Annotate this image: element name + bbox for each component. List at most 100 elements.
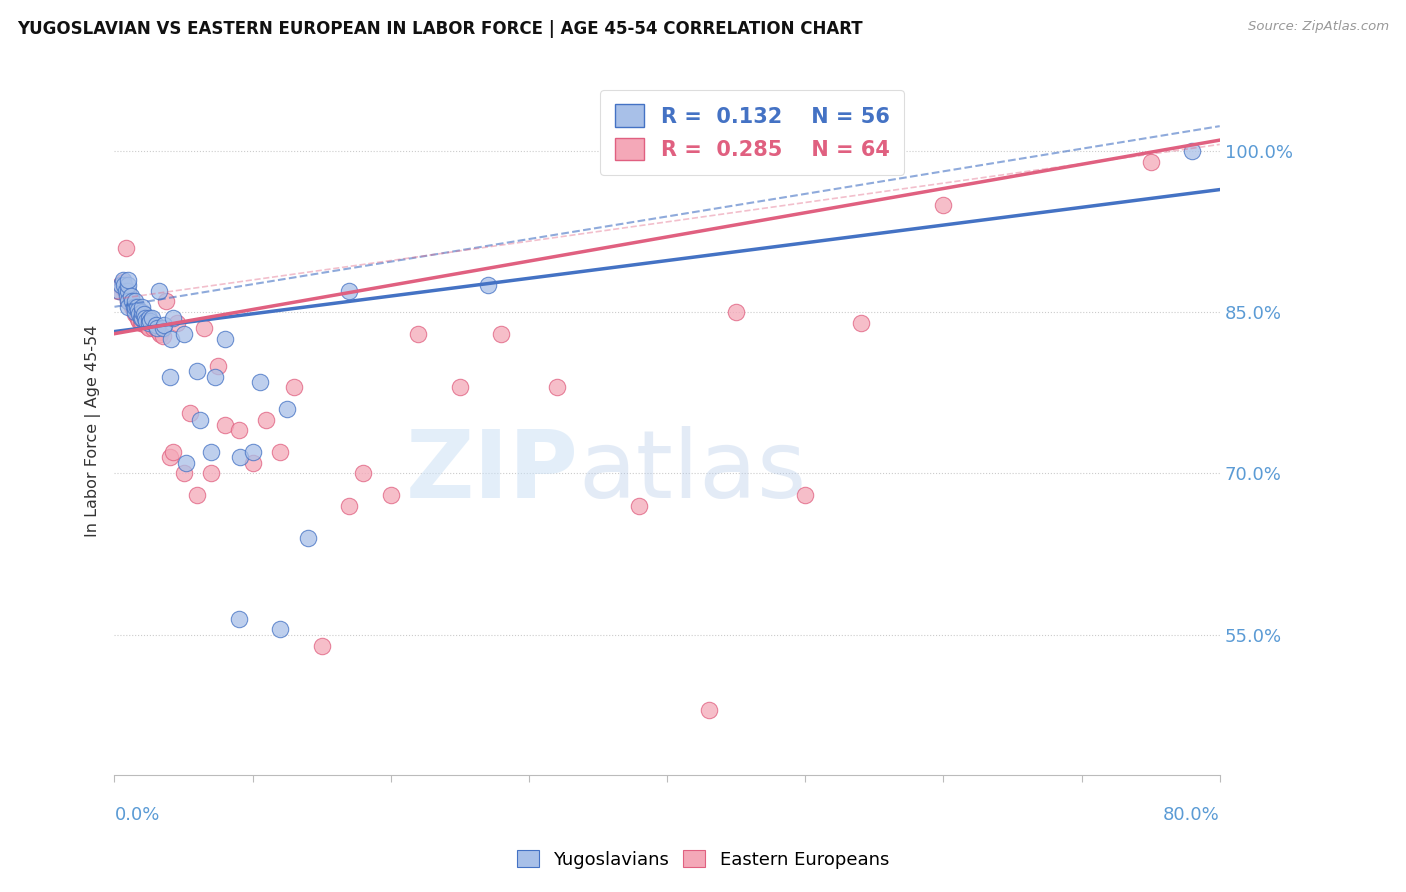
Text: 80.0%: 80.0% [1163,805,1220,823]
Point [697,703,720,717]
Point [117,294,139,309]
Point [134,310,156,325]
Point [117,273,139,287]
Point [145,318,167,332]
Point [131,307,153,321]
Point [138,316,160,330]
Point [139,314,162,328]
Point [131,316,153,330]
Point [132,307,155,321]
Point [115,285,138,300]
Point [229,450,252,465]
Point [131,300,153,314]
Point [124,305,146,319]
Point [125,300,148,314]
Point [131,310,153,325]
Point [118,293,141,307]
Point [127,303,149,318]
Point [159,450,181,465]
Point [160,332,183,346]
Point [107,284,129,298]
Point [256,413,278,427]
Point [153,318,176,332]
Point [112,281,135,295]
Point [124,307,146,321]
Point [228,424,250,438]
Point [173,326,195,341]
Point [228,612,250,626]
Point [186,364,208,378]
Point [121,300,143,314]
Point [128,307,150,321]
Point [249,375,271,389]
Point [155,294,177,309]
Point [148,325,170,339]
Point [449,380,471,394]
Point [138,321,160,335]
Point [124,294,146,309]
Point [139,316,162,330]
Point [114,241,136,255]
Point [111,273,134,287]
Point [725,305,748,319]
Point [141,310,163,325]
Point [337,284,360,298]
Point [932,197,955,211]
Point [135,318,157,332]
Point [794,488,817,502]
Point [269,445,291,459]
Point [107,284,129,298]
Point [242,445,264,459]
Point [108,278,131,293]
Point [173,467,195,481]
Text: ZIP: ZIP [406,425,579,517]
Point [352,467,374,481]
Point [297,531,319,545]
Point [120,296,142,310]
Point [117,289,139,303]
Point [283,380,305,394]
Point [311,639,333,653]
Point [117,300,139,314]
Text: 0.0%: 0.0% [114,805,160,823]
Legend: Yugoslavians, Eastern Europeans: Yugoslavians, Eastern Europeans [510,843,896,876]
Text: YUGOSLAVIAN VS EASTERN EUROPEAN IN LABOR FORCE | AGE 45-54 CORRELATION CHART: YUGOSLAVIAN VS EASTERN EUROPEAN IN LABOR… [17,20,862,37]
Point [152,328,174,343]
Point [269,623,291,637]
Point [491,326,513,341]
Point [142,321,165,335]
Point [159,369,181,384]
Point [477,278,499,293]
Point [188,413,211,427]
Point [122,303,145,318]
Point [207,359,229,373]
Point [117,294,139,309]
Text: Source: ZipAtlas.com: Source: ZipAtlas.com [1249,20,1389,33]
Point [125,310,148,324]
Point [128,314,150,328]
Point [146,321,169,335]
Point [120,289,142,303]
Point [162,445,184,459]
Point [122,300,145,314]
Text: atlas: atlas [579,425,807,517]
Point [138,310,160,325]
Point [162,310,184,325]
Point [134,316,156,330]
Point [117,284,139,298]
Point [214,418,236,433]
Point [124,300,146,314]
Point [135,314,157,328]
Point [179,406,201,420]
Point [129,310,152,325]
Y-axis label: In Labor Force | Age 45-54: In Labor Force | Age 45-54 [86,325,101,537]
Point [849,316,872,330]
Point [408,326,430,341]
Point [276,401,298,416]
Point [136,320,159,334]
Point [114,284,136,298]
Point [129,316,152,330]
Point [193,321,215,335]
Point [628,499,651,513]
Point [166,316,188,330]
